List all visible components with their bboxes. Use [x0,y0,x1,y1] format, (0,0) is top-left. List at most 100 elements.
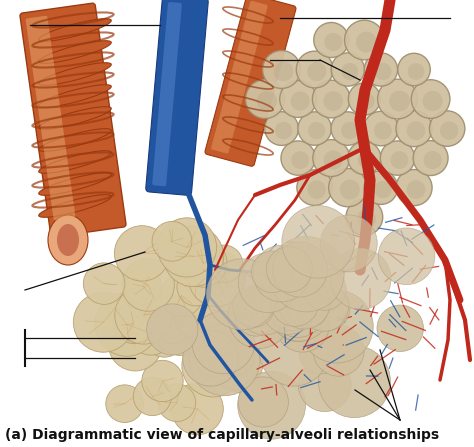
Circle shape [324,151,343,170]
Circle shape [262,281,316,334]
Circle shape [374,181,392,198]
Circle shape [340,180,360,199]
Circle shape [144,317,184,357]
Circle shape [273,62,293,81]
Circle shape [279,278,330,329]
Circle shape [271,278,319,326]
Ellipse shape [39,107,111,129]
Circle shape [259,316,329,386]
FancyBboxPatch shape [152,2,182,186]
Circle shape [357,210,376,229]
Circle shape [348,83,381,115]
Circle shape [122,258,174,311]
Ellipse shape [48,215,88,265]
FancyBboxPatch shape [211,1,268,153]
Circle shape [398,53,430,86]
Circle shape [297,170,332,206]
Circle shape [291,92,310,110]
Circle shape [422,91,443,111]
Circle shape [246,80,284,118]
Circle shape [300,283,348,331]
Circle shape [129,311,173,355]
Ellipse shape [57,224,79,256]
Circle shape [266,246,312,292]
Circle shape [356,32,377,52]
Ellipse shape [39,41,111,63]
Circle shape [319,346,391,417]
Circle shape [238,371,305,439]
Circle shape [298,358,351,412]
Circle shape [374,63,392,80]
Circle shape [408,63,424,80]
Circle shape [396,169,432,206]
Circle shape [269,280,330,341]
Circle shape [296,51,333,88]
Circle shape [155,303,207,355]
Circle shape [257,91,277,111]
Circle shape [157,218,217,277]
Circle shape [286,285,329,328]
Circle shape [378,228,435,285]
Circle shape [364,111,398,146]
Circle shape [201,286,257,342]
Circle shape [391,151,409,169]
Circle shape [275,122,292,139]
Circle shape [209,335,263,390]
Circle shape [228,286,290,348]
Circle shape [269,287,312,331]
Circle shape [345,20,384,60]
Text: (a) Diagrammatic view of capillary-alveoli relationships: (a) Diagrammatic view of capillary-alveo… [5,428,439,442]
Circle shape [238,283,291,335]
Circle shape [264,112,299,145]
Circle shape [125,268,162,305]
Circle shape [189,325,260,396]
FancyBboxPatch shape [26,16,75,220]
Circle shape [133,377,172,416]
Ellipse shape [39,129,111,151]
Circle shape [233,286,274,327]
Circle shape [189,250,245,307]
Circle shape [324,33,342,51]
Circle shape [222,356,258,392]
Circle shape [407,121,426,140]
Circle shape [328,169,367,207]
Circle shape [413,141,448,176]
Ellipse shape [39,63,111,85]
Circle shape [313,325,364,376]
Circle shape [348,142,381,175]
Circle shape [95,293,159,356]
Circle shape [301,290,373,363]
Ellipse shape [39,19,111,41]
Circle shape [205,245,243,283]
Circle shape [252,251,293,293]
Circle shape [341,63,358,80]
Circle shape [346,199,383,236]
Circle shape [424,151,442,169]
Circle shape [183,330,238,386]
Circle shape [314,22,349,58]
Circle shape [280,80,317,118]
Ellipse shape [39,151,111,173]
Circle shape [320,215,377,272]
Circle shape [163,226,224,287]
Circle shape [365,53,398,86]
Circle shape [83,263,125,304]
Circle shape [114,226,170,281]
Circle shape [273,242,328,297]
Circle shape [177,268,215,306]
Circle shape [380,141,415,175]
Circle shape [115,286,173,344]
Circle shape [161,274,203,316]
Circle shape [308,180,326,199]
Circle shape [303,267,346,310]
Circle shape [146,295,195,344]
Ellipse shape [39,173,111,195]
Circle shape [377,305,423,351]
Circle shape [114,304,153,343]
Circle shape [364,171,398,204]
FancyBboxPatch shape [146,0,208,195]
Circle shape [174,295,217,337]
Circle shape [358,93,374,110]
Circle shape [269,236,344,312]
Circle shape [272,291,323,342]
